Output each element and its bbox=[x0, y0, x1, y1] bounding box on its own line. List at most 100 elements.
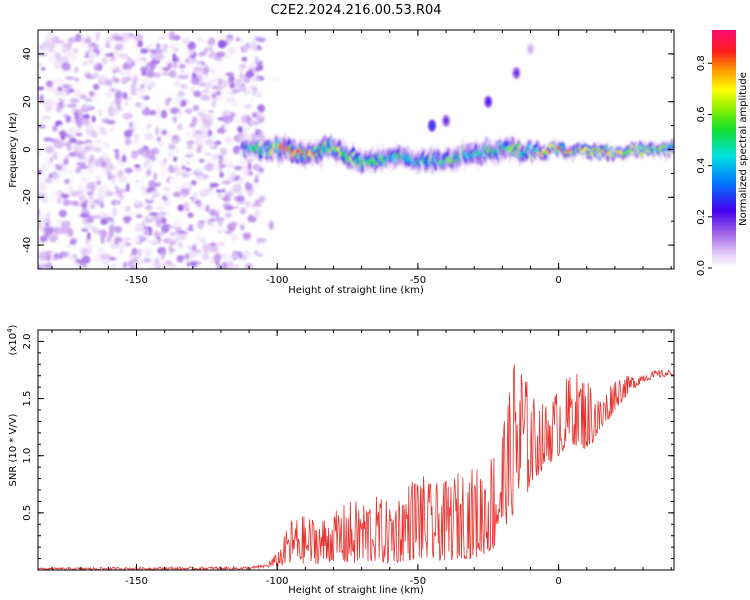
noise-blob bbox=[203, 152, 212, 156]
noise-blob bbox=[121, 92, 128, 100]
noise-blob bbox=[119, 146, 125, 155]
noise-blob bbox=[253, 120, 259, 126]
noise-blob bbox=[235, 50, 240, 56]
noise-blob bbox=[243, 104, 253, 109]
y-tick-label: 1.0 bbox=[22, 448, 33, 464]
svg-text:(x104): (x104) bbox=[6, 324, 19, 355]
noise-blob bbox=[91, 130, 98, 139]
noise-blob bbox=[54, 226, 59, 235]
noise-blob bbox=[39, 216, 45, 225]
noise-blob bbox=[197, 82, 206, 87]
noise-blob bbox=[229, 82, 236, 89]
noise-blob bbox=[70, 237, 79, 245]
noise-blob bbox=[228, 47, 236, 55]
noise-blob bbox=[65, 243, 71, 249]
noise-blob bbox=[129, 121, 134, 129]
noise-blob bbox=[257, 131, 265, 140]
noise-blob bbox=[38, 52, 48, 57]
noise-blob bbox=[146, 156, 150, 163]
noise-blob bbox=[43, 137, 54, 142]
noise-blob bbox=[177, 123, 183, 131]
noise-blob bbox=[248, 195, 256, 204]
y-tick-label: 1.5 bbox=[22, 391, 33, 407]
noise-blob bbox=[56, 105, 62, 113]
x-tick-label: 0 bbox=[555, 576, 561, 587]
colorbar-tick-label: 0.6 bbox=[696, 106, 707, 122]
noise-blob bbox=[118, 188, 128, 193]
noise-blob bbox=[136, 248, 143, 258]
noise-blob bbox=[162, 67, 170, 72]
noise-blob bbox=[45, 80, 54, 88]
noise-blob bbox=[86, 216, 94, 223]
noise-blob bbox=[228, 234, 238, 239]
snr-y-multiplier: (x104) bbox=[6, 324, 19, 355]
noise-blob bbox=[227, 93, 235, 98]
noise-blob bbox=[99, 231, 104, 237]
noise-blob bbox=[167, 195, 172, 201]
noise-blob bbox=[180, 140, 186, 150]
noise-blob bbox=[80, 104, 90, 112]
noise-blob bbox=[246, 182, 254, 189]
noise-blob bbox=[164, 98, 170, 107]
noise-blob bbox=[53, 95, 57, 101]
noise-blob bbox=[133, 33, 144, 42]
noise-blob bbox=[124, 207, 130, 215]
noise-blob bbox=[56, 196, 62, 205]
noise-blob bbox=[130, 150, 139, 159]
noise-blob bbox=[79, 177, 89, 182]
noise-blob bbox=[193, 90, 201, 98]
noise-blob bbox=[105, 53, 115, 58]
noise-blob bbox=[121, 76, 128, 85]
noise-blob bbox=[172, 116, 177, 123]
noise-blob bbox=[173, 156, 178, 163]
noise-blob bbox=[177, 204, 184, 212]
noise-blob bbox=[155, 239, 161, 249]
noise-blob bbox=[67, 256, 77, 260]
noise-blob bbox=[132, 138, 140, 145]
noise-blob bbox=[88, 194, 94, 201]
noise-blob bbox=[238, 99, 245, 103]
noise-blob bbox=[251, 205, 261, 211]
noise-blob bbox=[206, 37, 216, 46]
noise-blob bbox=[154, 206, 165, 211]
noise-blob bbox=[159, 86, 167, 93]
noise-blob bbox=[176, 221, 186, 227]
x-tick-label: -100 bbox=[266, 576, 289, 587]
noise-blob bbox=[140, 48, 148, 54]
noise-blob bbox=[252, 90, 257, 97]
noise-blob bbox=[260, 88, 266, 97]
noise-blob bbox=[164, 211, 170, 216]
noise-blob bbox=[154, 110, 163, 119]
noise-blob bbox=[209, 194, 215, 198]
noise-blob bbox=[210, 50, 215, 57]
noise-blob bbox=[41, 157, 51, 162]
y-tick-label: -40 bbox=[22, 237, 33, 253]
noise-blob bbox=[87, 191, 94, 196]
noise-blob bbox=[59, 251, 69, 258]
noise-blob bbox=[78, 184, 83, 190]
noise-blob bbox=[199, 189, 208, 198]
noise-blob bbox=[73, 143, 82, 153]
noise-blob bbox=[76, 162, 86, 166]
noise-blob bbox=[228, 75, 235, 83]
noise-blob bbox=[138, 59, 147, 65]
noise-blob bbox=[262, 251, 272, 260]
noise-blob bbox=[145, 169, 152, 176]
noise-blob bbox=[217, 39, 227, 49]
noise-blob bbox=[241, 163, 246, 169]
noise-blob bbox=[58, 237, 64, 241]
noise-blob bbox=[159, 161, 166, 167]
noise-blob bbox=[148, 212, 159, 216]
noise-blob bbox=[58, 77, 63, 82]
noise-blob bbox=[221, 253, 227, 259]
noise-blob bbox=[41, 115, 51, 120]
noise-blob bbox=[148, 127, 158, 132]
noise-blob bbox=[232, 205, 239, 210]
noise-blob bbox=[98, 76, 106, 82]
noise-blob bbox=[124, 86, 129, 90]
colorbar-tick-label: 0.2 bbox=[696, 209, 707, 225]
harmonic-blob-core bbox=[443, 117, 449, 125]
noise-blob bbox=[256, 257, 264, 263]
noise-blob bbox=[106, 235, 112, 243]
snr-y-multiplier-base: (x10 bbox=[8, 333, 19, 356]
